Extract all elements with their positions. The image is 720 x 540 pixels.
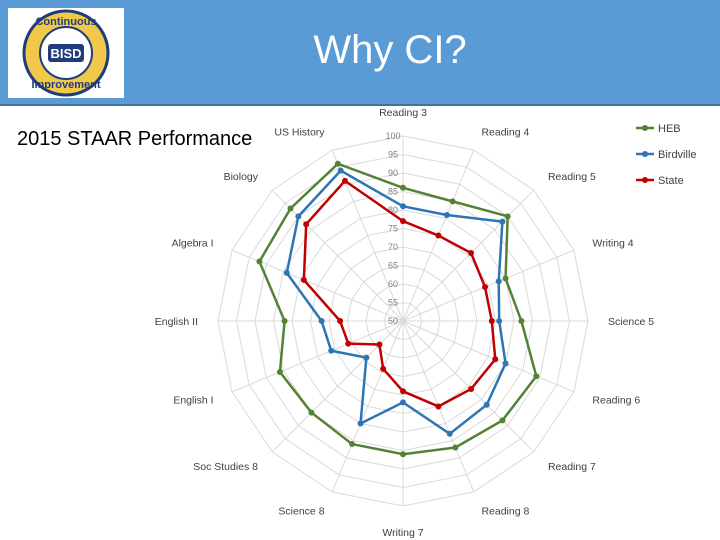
category-label: Writing 7 <box>382 527 423 539</box>
grid-spoke <box>402 249 575 322</box>
legend-label: Birdville <box>658 149 697 161</box>
series-line <box>302 179 497 408</box>
grid-spoke <box>402 189 535 322</box>
grid-spoke <box>402 320 535 453</box>
data-point <box>318 318 325 324</box>
data-point <box>435 403 442 410</box>
legend-marker <box>642 151 648 157</box>
data-point <box>400 184 406 191</box>
category-label: Writing 4 <box>592 238 633 250</box>
category-label: Soc Studies 8 <box>193 461 258 473</box>
data-point <box>363 354 370 361</box>
data-point <box>482 284 489 291</box>
axis-tick-label: 100 <box>385 131 400 141</box>
grid-spoke <box>271 189 404 322</box>
data-point <box>337 318 344 324</box>
data-point <box>283 269 290 276</box>
category-label: Algebra I <box>172 238 214 250</box>
axis-tick-label: 55 <box>388 298 398 308</box>
axis-tick-label: 65 <box>388 261 398 271</box>
category-label: Reading 6 <box>592 394 640 406</box>
data-point <box>502 360 509 367</box>
logo-top-text: Continuous <box>35 16 96 28</box>
data-point <box>300 276 307 283</box>
data-point <box>400 218 406 225</box>
data-point <box>449 198 456 205</box>
category-label: Reading 7 <box>548 461 596 473</box>
data-point <box>518 318 525 324</box>
radar-chart: 50 55 60 65 70 75 80 85 90 95 100 Reading 3 Reading … <box>155 107 697 539</box>
slide-subtitle: 2015 STAAR Performance <box>17 128 253 150</box>
axis-tick-label: 95 <box>388 150 398 160</box>
legend-label: State <box>658 175 684 187</box>
data-point <box>400 388 406 395</box>
data-point <box>328 347 335 354</box>
category-label: US History <box>274 127 325 139</box>
data-point <box>533 373 540 380</box>
logo-bottom-text: Improvement <box>31 79 100 91</box>
data-point <box>357 420 364 427</box>
data-point <box>376 341 383 348</box>
data-point <box>492 356 499 363</box>
data-point <box>499 218 506 225</box>
data-point <box>349 441 356 448</box>
data-point <box>496 318 503 324</box>
legend-marker <box>642 177 648 183</box>
page-title: Why CI? <box>313 28 467 72</box>
data-point <box>345 340 352 347</box>
data-point <box>256 258 263 265</box>
data-point <box>443 212 450 219</box>
category-label: Science 8 <box>278 505 324 517</box>
data-point <box>400 203 406 210</box>
category-label: English I <box>173 394 213 406</box>
data-point <box>276 368 283 375</box>
legend-marker <box>642 125 648 131</box>
data-point <box>435 232 442 239</box>
data-point <box>452 444 459 451</box>
data-point <box>334 160 341 167</box>
axis-tick-label: 70 <box>388 242 398 252</box>
axis-tick-label: 50 <box>388 316 398 326</box>
data-point <box>337 167 344 174</box>
data-point <box>499 417 506 424</box>
legend-label: HEB <box>658 123 681 135</box>
category-label: Reading 8 <box>481 505 529 517</box>
data-point <box>468 386 475 393</box>
grid-spoke <box>402 320 575 393</box>
grid-spoke <box>231 320 404 393</box>
ci-logo: BISD Continuous Improvement <box>8 8 124 98</box>
data-point <box>400 451 406 458</box>
data-point <box>488 318 495 324</box>
data-point <box>303 221 310 228</box>
data-point <box>502 275 509 282</box>
data-point <box>295 213 302 220</box>
axis-tick-label: 90 <box>388 168 398 178</box>
data-point <box>483 401 490 408</box>
axis-tick-label: 80 <box>388 205 398 215</box>
data-point <box>495 278 502 285</box>
data-point <box>281 318 288 324</box>
category-label: Reading 4 <box>481 127 529 139</box>
data-point <box>446 430 453 437</box>
grid-spoke <box>331 320 404 493</box>
category-label: Reading 3 <box>379 107 427 119</box>
ci-logo-graphic: BISD Continuous Improvement <box>22 9 110 97</box>
category-label: Reading 5 <box>548 171 596 183</box>
category-label: Biology <box>224 171 259 183</box>
category-label: English II <box>155 316 198 328</box>
data-point <box>468 249 475 256</box>
axis-tick-label: 60 <box>388 279 398 289</box>
data-point <box>308 409 315 416</box>
axis-tick-label: 85 <box>388 187 398 197</box>
data-point <box>504 213 511 220</box>
data-point <box>380 365 387 372</box>
data-point <box>287 205 294 212</box>
logo-center-text: BISD <box>50 46 81 61</box>
axis-tick-label: 75 <box>388 224 398 234</box>
data-point <box>341 177 348 184</box>
category-label: Science 5 <box>608 316 654 328</box>
data-point <box>400 399 406 406</box>
